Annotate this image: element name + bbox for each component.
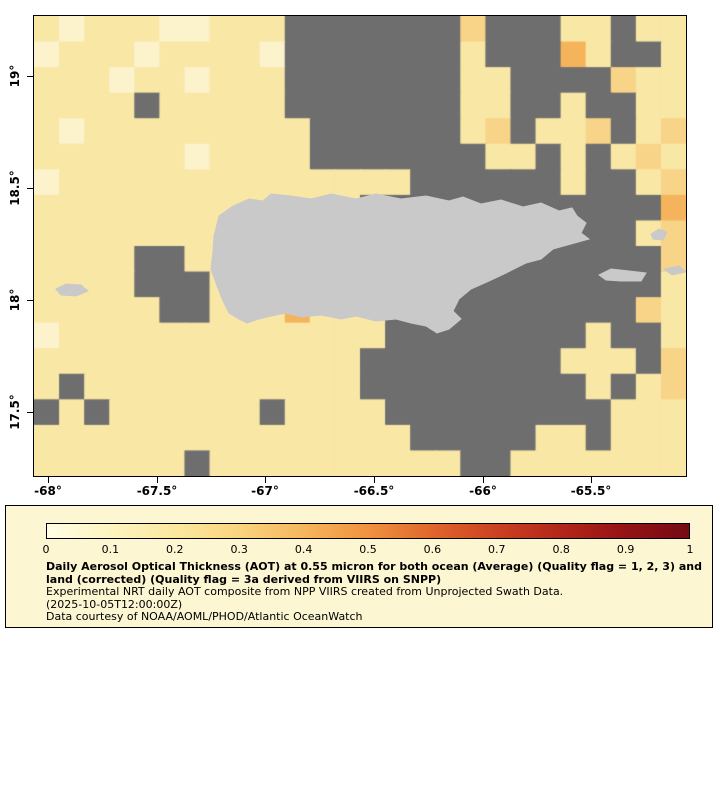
colorbar-tick-label: 0.9 xyxy=(616,543,635,556)
x-tick-mark xyxy=(483,477,484,483)
x-tick-label: -66° xyxy=(469,484,497,498)
colorbar-tick-label: 0.7 xyxy=(488,543,506,556)
colorbar-tick-label: 0.5 xyxy=(359,543,377,556)
legend-timestamp: (2025-10-05T12:00:00Z) xyxy=(46,597,183,611)
y-tick-mark xyxy=(27,300,33,301)
landmass-mona-island xyxy=(55,283,89,297)
y-tick-label: 19° xyxy=(8,64,22,88)
colorbar-tick-label: 1 xyxy=(686,543,694,556)
landmass-puerto-rico xyxy=(210,193,591,334)
colorbar-tick-label: 0 xyxy=(42,543,50,556)
y-tick-mark xyxy=(27,188,33,189)
y-tick-label: 17.5° xyxy=(8,394,22,430)
x-tick-mark xyxy=(374,477,375,483)
land-overlay xyxy=(55,193,686,334)
legend-text-block: Daily Aerosol Optical Thickness (AOT) at… xyxy=(46,560,702,624)
legend-subtitle: Experimental NRT daily AOT composite fro… xyxy=(46,585,564,598)
x-tick-label: -67° xyxy=(251,484,279,498)
y-tick-label: 18° xyxy=(8,288,22,312)
legend-box: 0 0.1 0.2 0.3 0.4 0.5 0.6 0.7 0.8 0.9 1 Daily Aero… xyxy=(5,505,713,628)
landmass-east-islet xyxy=(662,265,686,276)
landmass-culebra xyxy=(650,228,668,241)
colorbar-gradient xyxy=(46,523,690,539)
landmass-vieques xyxy=(598,268,647,282)
x-tick-label: -66.5° xyxy=(353,484,395,498)
x-tick-mark xyxy=(265,477,266,483)
colorbar-tick-label: 0.2 xyxy=(166,543,184,556)
colorbar-tick-label: 0.8 xyxy=(552,543,570,556)
colorbar-tick-label: 0.1 xyxy=(101,543,120,556)
x-tick-mark xyxy=(157,477,158,483)
colorbar-tick-label: 0.6 xyxy=(423,543,442,556)
map-plot: -68° -67.5° -67° -66.5° -66° -65.5° 19° 18.5° 1… xyxy=(8,15,687,498)
legend-credit: Data courtesy of NOAA/AOML/PHOD/Atlantic… xyxy=(46,610,363,623)
y-tick-label: 18.5° xyxy=(8,170,22,206)
x-tick-label: -68° xyxy=(34,484,62,498)
x-tick-label: -67.5° xyxy=(136,484,178,498)
colorbar-tick-label: 0.4 xyxy=(294,543,313,556)
x-tick-label: -65.5° xyxy=(570,484,612,498)
y-tick-mark xyxy=(27,412,33,413)
colorbar-tick-label: 0.3 xyxy=(230,543,248,556)
y-tick-mark xyxy=(27,76,33,77)
x-tick-mark xyxy=(48,477,49,483)
x-tick-mark xyxy=(591,477,592,483)
colorbar-ticks: 0 0.1 0.2 0.3 0.4 0.5 0.6 0.7 0.8 0.9 1 xyxy=(42,543,694,557)
legend-title: Daily Aerosol Optical Thickness (AOT) at… xyxy=(46,560,702,586)
